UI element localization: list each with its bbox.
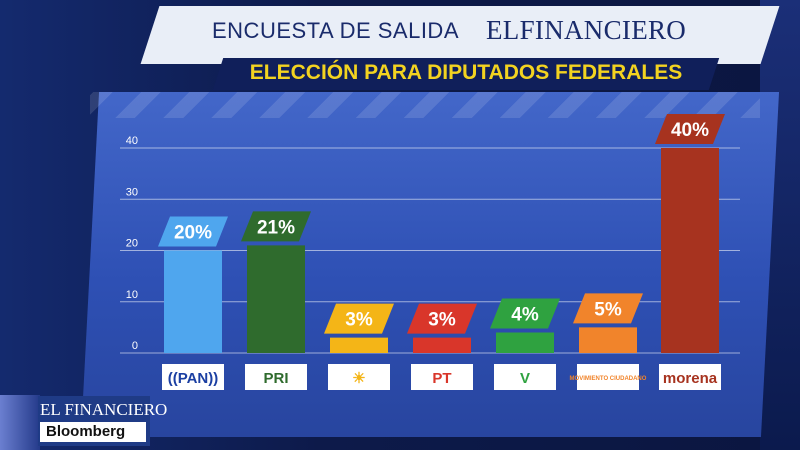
party-logo-text: morena [663, 370, 718, 387]
bar-data-label: 3% [345, 310, 373, 331]
bar-label-tag [158, 216, 228, 247]
party-logo-box [494, 364, 556, 390]
party-logo-text: V [520, 370, 530, 387]
header-title: ENCUESTA DE SALIDA [212, 18, 459, 43]
bar [496, 332, 554, 353]
bar-data-label: 3% [428, 310, 456, 331]
bar [661, 148, 719, 353]
y-tick-label: 10 [126, 289, 138, 301]
y-tick-label: 40 [126, 135, 138, 147]
left-edge-glow [0, 395, 40, 450]
party-logo-box [411, 364, 473, 390]
bar-label-tag [573, 293, 643, 324]
party-logo-text: ((PAN)) [168, 370, 219, 387]
y-tick-label: 0 [132, 340, 138, 352]
bar-data-label: 5% [594, 299, 622, 320]
bar [413, 337, 471, 353]
party-logo-text: PRI [263, 370, 288, 387]
bar [330, 337, 388, 353]
y-tick-label: 30 [126, 186, 138, 198]
bar-label-tag [324, 303, 394, 334]
broadcast-logo-bottom-label: Bloomberg [46, 423, 126, 440]
bar [579, 327, 637, 353]
party-logo-box [328, 364, 390, 390]
bar-label-tag [655, 114, 725, 144]
bar-data-label: 40% [671, 120, 709, 141]
panel-stripes [90, 92, 760, 118]
party-logo-box [659, 364, 721, 390]
bar-data-label: 21% [257, 217, 295, 238]
party-logo-text: PT [432, 370, 451, 387]
bar [164, 250, 222, 353]
party-logo-text: ☀ [352, 370, 365, 387]
broadcast-logo-top: EL FINANCIERO [40, 400, 168, 419]
header-brand: ELFINANCIERO [486, 15, 687, 45]
bar [247, 245, 305, 353]
y-tick-label: 20 [126, 238, 138, 250]
chart-subtitle: ELECCIÓN PARA DIPUTADOS FEDERALES [249, 61, 683, 84]
party-logo-box [245, 364, 307, 390]
broadcast-logo-bottom: Bloomberg [40, 422, 146, 442]
bar-label-tag [407, 303, 477, 334]
party-logo-box [162, 364, 224, 390]
bar-label-tag [490, 298, 560, 329]
party-logo-box [577, 364, 639, 390]
bar-data-label: 4% [511, 305, 539, 326]
bar-label-tag [241, 211, 311, 242]
party-logo-text: MOVIMIENTO CIUDADANO [570, 376, 647, 382]
bar-data-label: 20% [174, 223, 212, 244]
